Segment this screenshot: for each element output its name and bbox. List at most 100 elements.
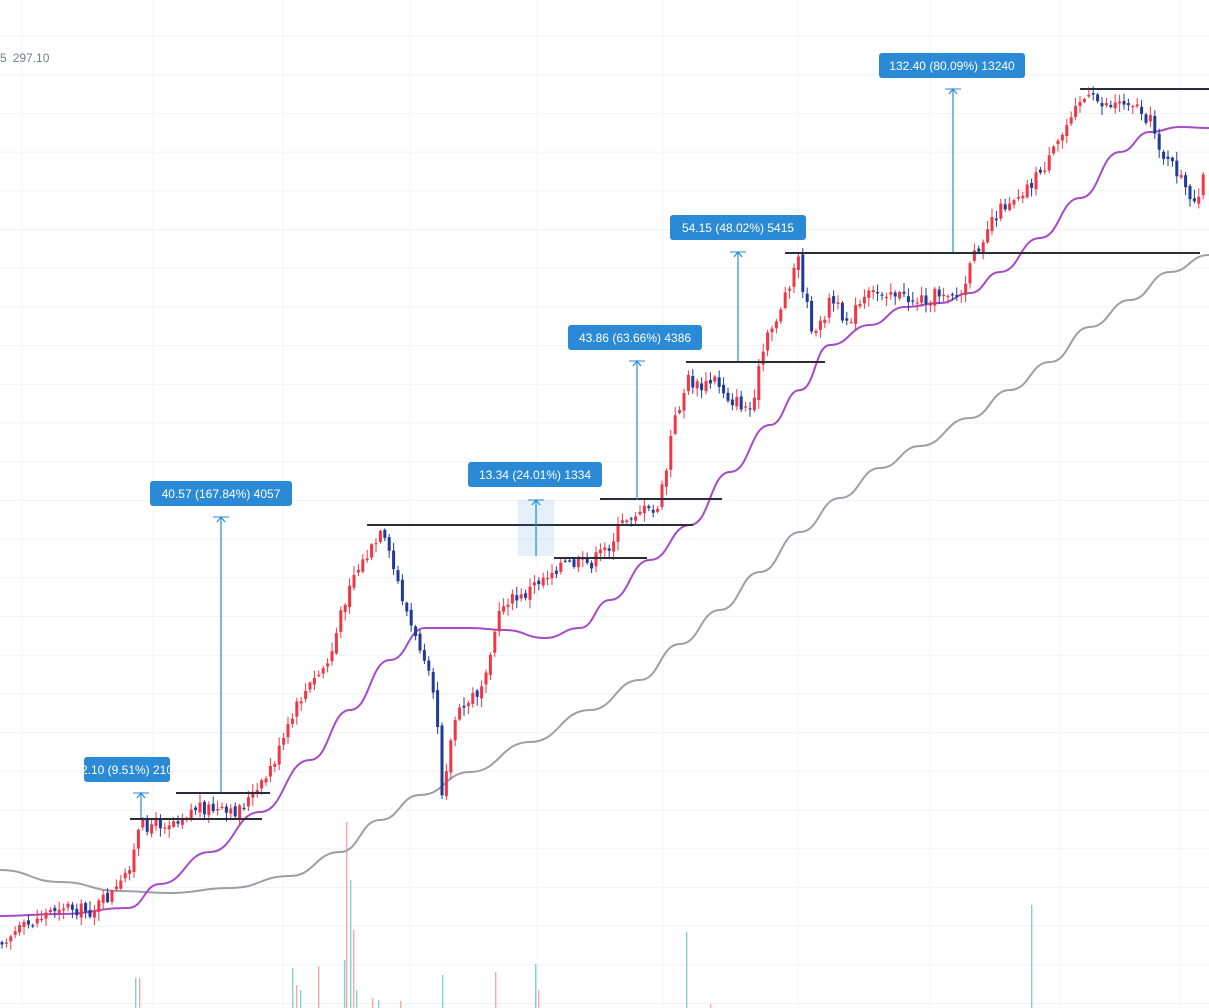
candle bbox=[682, 388, 686, 419]
candle bbox=[893, 290, 897, 305]
candle bbox=[123, 868, 127, 883]
candle bbox=[326, 658, 330, 673]
volume-bar bbox=[1031, 905, 1033, 1008]
candle bbox=[422, 643, 426, 664]
candle bbox=[515, 586, 519, 609]
volume-bar bbox=[135, 978, 137, 1008]
candle bbox=[656, 505, 660, 514]
candle bbox=[572, 558, 576, 569]
candle bbox=[1016, 189, 1020, 201]
candle bbox=[1179, 169, 1183, 180]
candle bbox=[471, 687, 475, 708]
candle bbox=[493, 629, 497, 658]
candle bbox=[1170, 156, 1174, 167]
candle bbox=[458, 703, 462, 721]
candle bbox=[625, 519, 629, 525]
candle bbox=[735, 389, 739, 411]
candle bbox=[273, 760, 277, 773]
measure-label-bg bbox=[84, 757, 170, 782]
candle bbox=[453, 716, 457, 747]
candle bbox=[1197, 188, 1201, 209]
candle bbox=[999, 198, 1003, 222]
candle bbox=[436, 681, 440, 735]
candle bbox=[1034, 166, 1038, 196]
volume-bar bbox=[356, 990, 358, 1008]
price-range-tool[interactable]: 13.34 (24.01%) 1334 bbox=[468, 462, 602, 556]
candle bbox=[739, 390, 743, 413]
candle bbox=[167, 820, 171, 838]
candle bbox=[845, 311, 849, 326]
candle bbox=[488, 652, 492, 681]
volume-bar bbox=[372, 998, 374, 1008]
price-range-tool[interactable]: 2.10 (9.51%) 210 bbox=[81, 757, 173, 818]
candle bbox=[761, 343, 765, 372]
candle bbox=[1025, 179, 1029, 199]
candle bbox=[889, 283, 893, 300]
candle bbox=[361, 554, 365, 574]
candle bbox=[541, 572, 545, 589]
breakout-level-lines[interactable] bbox=[130, 88, 1209, 820]
candle bbox=[26, 914, 30, 929]
candle bbox=[1131, 104, 1135, 114]
candle bbox=[898, 290, 902, 301]
price-range-tool[interactable]: 40.57 (167.84%) 4057 bbox=[150, 481, 292, 792]
candle bbox=[678, 406, 682, 415]
candle bbox=[158, 814, 162, 837]
price-range-tool[interactable]: 43.86 (63.66%) 4386 bbox=[568, 325, 702, 500]
price-range-measurements[interactable]: 2.10 (9.51%) 210 40.57 (167.84%) 4057 13.3… bbox=[81, 53, 1025, 818]
candle bbox=[810, 296, 814, 334]
candle bbox=[519, 588, 523, 602]
candle bbox=[779, 306, 783, 324]
candle bbox=[75, 903, 79, 920]
candle bbox=[796, 252, 800, 279]
candle bbox=[1184, 172, 1188, 196]
candle bbox=[1144, 112, 1148, 126]
candle bbox=[396, 565, 400, 584]
candle bbox=[383, 528, 387, 542]
price-range-tool[interactable]: 132.40 (80.09%) 13240 bbox=[879, 53, 1025, 252]
volume-bar bbox=[442, 975, 444, 1008]
candle bbox=[1175, 151, 1179, 184]
measure-label-bg bbox=[879, 53, 1025, 78]
candle bbox=[264, 775, 268, 786]
measure-label: 2.10 (9.51%) 210 bbox=[81, 763, 173, 777]
candle bbox=[669, 430, 673, 478]
candle bbox=[400, 574, 404, 606]
candle bbox=[766, 329, 770, 357]
candle bbox=[295, 697, 299, 725]
candle bbox=[321, 665, 325, 679]
volume-bar bbox=[495, 972, 497, 1008]
volume-bar bbox=[318, 966, 320, 1008]
candle bbox=[638, 505, 642, 517]
candle bbox=[695, 378, 699, 397]
candle bbox=[418, 629, 422, 654]
price-range-tool[interactable]: 54.15 (48.02%) 5415 bbox=[670, 215, 806, 361]
candle bbox=[928, 300, 932, 313]
candle bbox=[387, 534, 391, 558]
candle bbox=[955, 287, 959, 301]
candle bbox=[524, 589, 528, 601]
candle bbox=[986, 220, 990, 244]
candle bbox=[717, 370, 721, 394]
candle bbox=[462, 697, 466, 717]
candle bbox=[770, 325, 774, 342]
candle bbox=[1047, 146, 1051, 174]
volume-bar bbox=[344, 960, 346, 1008]
candle bbox=[1065, 118, 1069, 144]
candle bbox=[876, 284, 880, 302]
volume-bar bbox=[353, 930, 355, 1008]
candle bbox=[594, 546, 598, 573]
candle bbox=[933, 286, 937, 313]
volume-bar bbox=[538, 990, 540, 1008]
candle bbox=[35, 909, 39, 928]
candle bbox=[854, 297, 858, 332]
candle bbox=[211, 796, 215, 814]
candle bbox=[871, 285, 875, 300]
candle bbox=[660, 480, 664, 510]
candle bbox=[994, 210, 998, 227]
candle bbox=[647, 504, 651, 512]
candle bbox=[405, 601, 409, 616]
candle bbox=[444, 763, 448, 800]
